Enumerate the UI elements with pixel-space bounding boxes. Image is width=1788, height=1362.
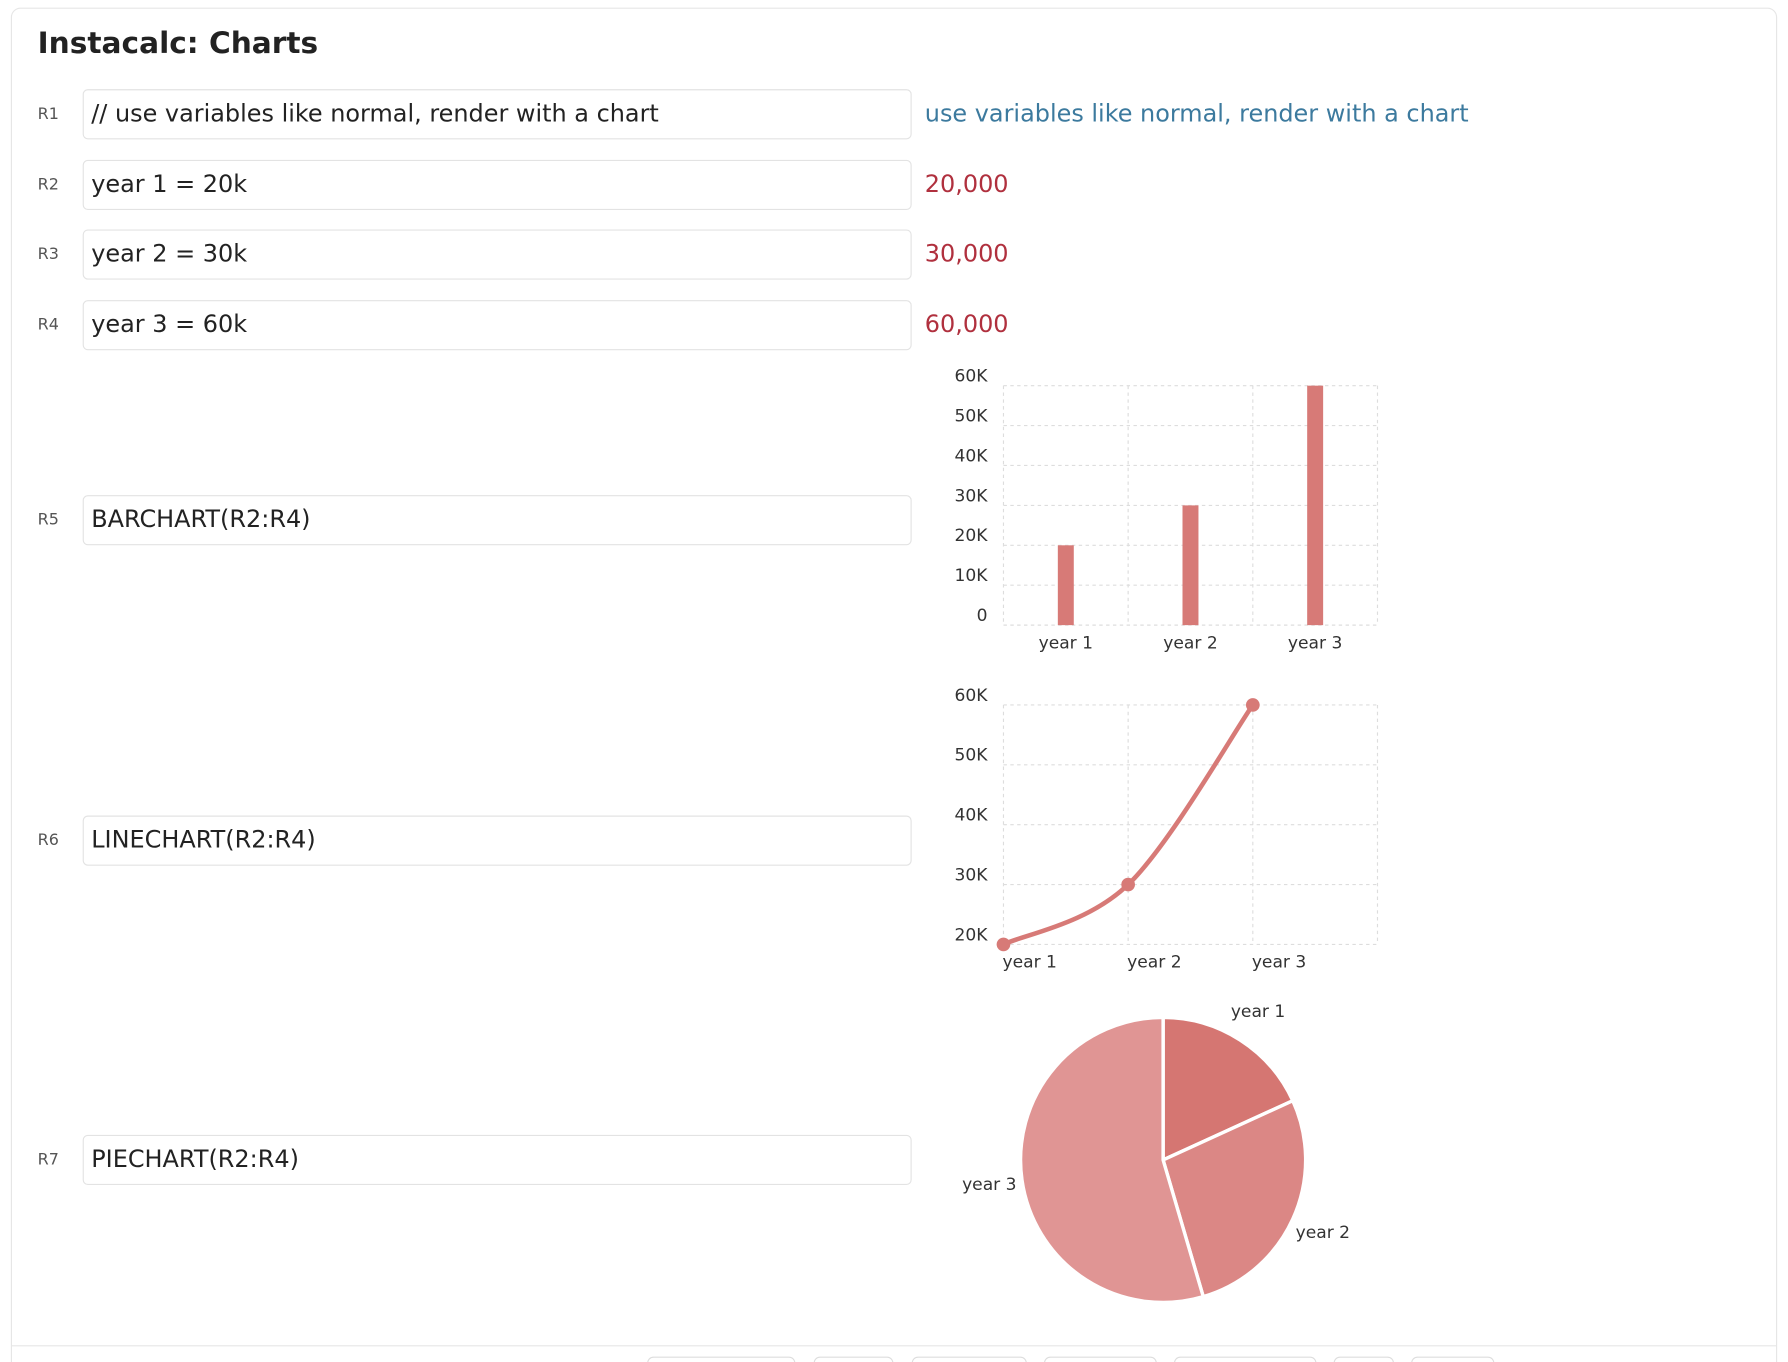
bar bbox=[1182, 505, 1199, 626]
bar bbox=[1307, 385, 1324, 626]
pie-label: year 3 bbox=[962, 1175, 1016, 1195]
y-tick-label: 60K bbox=[955, 686, 989, 706]
formula-text: BARCHART(R2:R4) bbox=[91, 505, 310, 533]
pie-slice bbox=[1161, 1015, 1296, 1163]
formula-input[interactable] bbox=[82, 495, 912, 546]
row-label: R2 bbox=[38, 174, 59, 193]
y-tick-label: 40K bbox=[955, 806, 989, 826]
pie-label: year 2 bbox=[1296, 1223, 1350, 1243]
y-tick-label: 60K bbox=[955, 367, 989, 387]
y-tick-label: 10K bbox=[955, 566, 989, 586]
line-point bbox=[1121, 877, 1135, 892]
y-tick-label: 30K bbox=[955, 486, 989, 506]
footer-button[interactable] bbox=[1411, 1356, 1495, 1362]
formula-input[interactable] bbox=[82, 815, 912, 866]
bar bbox=[1057, 545, 1074, 626]
formula-input[interactable] bbox=[82, 229, 912, 280]
y-tick-label: 20K bbox=[955, 925, 989, 945]
footer-button[interactable] bbox=[1333, 1356, 1394, 1362]
footer-button[interactable] bbox=[1044, 1356, 1157, 1362]
footer-buttons bbox=[647, 1356, 1495, 1362]
footer-button[interactable] bbox=[911, 1356, 1027, 1362]
y-tick-label: 50K bbox=[955, 406, 989, 426]
formula-text: PIECHART(R2:R4) bbox=[91, 1145, 299, 1173]
row-label: R1 bbox=[38, 104, 59, 123]
pie-slice bbox=[1018, 1015, 1206, 1305]
row-result: 30,000 bbox=[925, 240, 1009, 268]
row-result: 60,000 bbox=[925, 310, 1009, 338]
x-tick-label: year 2 bbox=[1127, 953, 1181, 973]
x-tick-label: year 3 bbox=[1252, 953, 1306, 973]
pie-label: year 1 bbox=[1231, 1002, 1285, 1022]
footer-button[interactable] bbox=[647, 1356, 796, 1362]
formula-text: year 2 = 30k bbox=[91, 240, 247, 268]
formula-input[interactable] bbox=[82, 300, 912, 351]
formula-text: year 3 = 60k bbox=[91, 310, 247, 338]
x-tick-label: year 2 bbox=[1163, 633, 1217, 653]
row-label: R7 bbox=[38, 1149, 59, 1168]
y-tick-label: 50K bbox=[955, 746, 989, 766]
formula-input[interactable] bbox=[82, 1134, 912, 1186]
footer-button[interactable] bbox=[813, 1356, 894, 1362]
formula-input[interactable] bbox=[82, 159, 912, 211]
row-label: R5 bbox=[38, 510, 59, 529]
y-tick-label: 20K bbox=[955, 526, 989, 546]
formula-text: LINECHART(R2:R4) bbox=[91, 826, 316, 854]
row-label: R3 bbox=[38, 244, 59, 263]
line-point bbox=[996, 937, 1011, 952]
x-tick-label: year 1 bbox=[1002, 953, 1056, 973]
y-tick-label: 40K bbox=[955, 446, 989, 466]
x-tick-label: year 3 bbox=[1288, 633, 1342, 653]
x-tick-label: year 1 bbox=[1039, 633, 1093, 653]
y-tick-label: 30K bbox=[955, 865, 989, 885]
row-result: use variables like normal, render with a… bbox=[925, 99, 1469, 127]
line-point bbox=[1245, 698, 1260, 712]
footer-button[interactable] bbox=[1174, 1356, 1317, 1362]
formula-text: year 1 = 20k bbox=[91, 170, 247, 198]
row-label: R6 bbox=[38, 830, 59, 849]
row-label: R4 bbox=[38, 315, 59, 334]
formula-input[interactable] bbox=[82, 89, 912, 140]
pie-slice bbox=[1161, 1098, 1308, 1299]
formula-text: // use variables like normal, render wit… bbox=[91, 99, 659, 127]
y-tick-label: 0 bbox=[977, 606, 988, 626]
row-result: 20,000 bbox=[925, 170, 1009, 198]
page-title: Instacalc: Charts bbox=[38, 25, 319, 60]
